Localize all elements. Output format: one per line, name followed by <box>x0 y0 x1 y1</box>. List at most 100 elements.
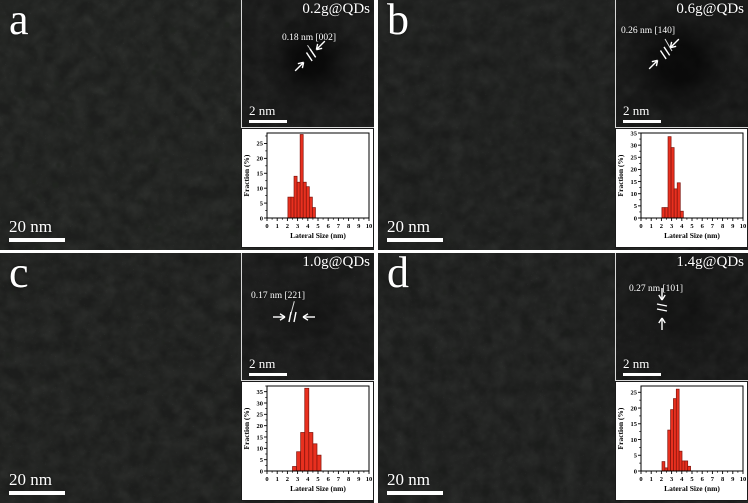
hrtem-noise-texture <box>616 253 748 380</box>
panel-b: b 20 nm 0.6g@QDs 0.26 nm [140] <box>378 0 748 250</box>
scalebar-20nm: 20 nm <box>387 217 443 242</box>
scalebar-20nm: 20 nm <box>9 217 65 242</box>
svg-text:Fraction (%): Fraction (%) <box>616 407 625 449</box>
tem-image-a: a 20 nm 0.2g@QDs 0.18 nm [002] <box>0 0 374 250</box>
svg-text:5: 5 <box>316 223 320 230</box>
svg-text:3: 3 <box>296 476 300 483</box>
svg-text:2: 2 <box>286 223 289 230</box>
svg-text:5: 5 <box>634 453 638 460</box>
scalebar-label: 2 nm <box>623 356 650 371</box>
svg-text:0: 0 <box>634 215 637 222</box>
svg-text:Lateral Size (nm): Lateral Size (nm) <box>664 231 720 240</box>
svg-text:15: 15 <box>257 171 264 178</box>
panel-a: a 20 nm 0.2g@QDs 0.18 nm [002] <box>0 0 374 250</box>
svg-text:8: 8 <box>721 476 725 483</box>
scalebar-line <box>387 238 443 242</box>
svg-text:4: 4 <box>680 476 684 483</box>
svg-text:0: 0 <box>634 468 637 475</box>
svg-text:9: 9 <box>731 223 735 230</box>
svg-text:9: 9 <box>357 476 361 483</box>
histogram-inset-b: 0 1 2 3 4 5 6 7 8 9 10 0 5 10 15 20 25 30 35 Lateral Size (… <box>615 128 748 248</box>
scalebar-line <box>9 491 65 495</box>
svg-text:7: 7 <box>337 223 341 230</box>
svg-text:4: 4 <box>680 223 684 230</box>
lattice-spacing-arrow-icon <box>648 38 680 70</box>
lattice-spacing-arrow-icon <box>656 288 668 330</box>
scalebar-label: 20 nm <box>9 470 52 489</box>
svg-text:0: 0 <box>265 223 268 230</box>
svg-text:35: 35 <box>631 130 638 137</box>
svg-text:15: 15 <box>257 434 264 441</box>
svg-text:6: 6 <box>327 476 331 483</box>
svg-text:35: 35 <box>257 389 264 396</box>
svg-text:10: 10 <box>257 185 264 192</box>
lattice-annotation: 0.26 nm [140] <box>621 26 676 36</box>
scalebar-20nm: 20 nm <box>387 470 443 495</box>
svg-text:Fraction (%): Fraction (%) <box>242 407 251 449</box>
scalebar-label: 20 nm <box>387 470 430 489</box>
scalebar-line <box>623 373 661 376</box>
svg-text:10: 10 <box>257 446 264 453</box>
scalebar-line <box>623 120 661 123</box>
svg-text:20: 20 <box>257 423 264 430</box>
svg-text:15: 15 <box>631 421 638 428</box>
histogram-inset-c: 0 1 2 3 4 5 6 7 8 9 10 0 5 10 15 20 25 30 35 Lateral Size (… <box>241 381 374 501</box>
panel-letter: c <box>9 253 29 297</box>
hrtem-inset-c: 1.0g@QDs 0.17 nm [221] 2 nm <box>241 253 374 381</box>
svg-text:Fraction (%): Fraction (%) <box>616 154 625 196</box>
svg-text:1: 1 <box>276 476 279 483</box>
svg-text:25: 25 <box>631 390 638 397</box>
svg-text:10: 10 <box>631 191 638 198</box>
svg-text:3: 3 <box>670 476 674 483</box>
svg-text:3: 3 <box>296 223 300 230</box>
svg-text:0: 0 <box>260 215 263 222</box>
scalebar-2nm: 2 nm <box>623 356 661 376</box>
sample-label: 0.2g@QDs <box>302 1 370 17</box>
scalebar-label: 2 nm <box>623 103 650 118</box>
sample-label: 1.0g@QDs <box>302 254 370 270</box>
svg-text:5: 5 <box>634 203 638 210</box>
svg-text:0: 0 <box>260 468 263 475</box>
svg-text:10: 10 <box>740 223 747 230</box>
scalebar-label: 20 nm <box>387 217 430 236</box>
hrtem-inset-b: 0.6g@QDs 0.26 nm [140] 2 nm <box>615 0 748 128</box>
svg-text:4: 4 <box>306 476 310 483</box>
panel-letter: a <box>9 0 29 44</box>
svg-text:8: 8 <box>347 223 351 230</box>
svg-text:20: 20 <box>631 167 638 174</box>
svg-text:6: 6 <box>327 223 331 230</box>
lattice-annotation: 0.17 nm [221] <box>251 291 306 301</box>
svg-text:2: 2 <box>286 476 289 483</box>
scalebar-line <box>249 373 287 376</box>
svg-text:6: 6 <box>701 223 705 230</box>
scalebar-20nm: 20 nm <box>9 470 65 495</box>
svg-text:0: 0 <box>265 476 268 483</box>
scalebar-line <box>9 238 65 242</box>
svg-text:10: 10 <box>740 476 747 483</box>
svg-text:7: 7 <box>337 476 341 483</box>
svg-text:5: 5 <box>260 457 264 464</box>
scalebar-label: 2 nm <box>249 356 276 371</box>
svg-text:5: 5 <box>316 476 320 483</box>
svg-text:30: 30 <box>631 142 638 149</box>
svg-text:9: 9 <box>731 476 735 483</box>
svg-text:5: 5 <box>690 476 694 483</box>
sample-label: 1.4g@QDs <box>676 254 744 270</box>
hrtem-inset-a: 0.2g@QDs 0.18 nm [002] 2 nm <box>241 0 374 128</box>
svg-text:Lateral Size (nm): Lateral Size (nm) <box>290 484 346 493</box>
svg-text:Lateral Size (nm): Lateral Size (nm) <box>290 231 346 240</box>
svg-text:5: 5 <box>690 223 694 230</box>
svg-text:10: 10 <box>366 476 373 483</box>
svg-text:25: 25 <box>631 155 638 162</box>
svg-text:Lateral Size (nm): Lateral Size (nm) <box>664 484 720 493</box>
scalebar-2nm: 2 nm <box>623 103 661 123</box>
svg-text:10: 10 <box>631 437 638 444</box>
scalebar-2nm: 2 nm <box>249 103 287 123</box>
svg-text:5: 5 <box>260 200 264 207</box>
svg-text:30: 30 <box>257 400 264 407</box>
svg-text:1: 1 <box>650 223 653 230</box>
